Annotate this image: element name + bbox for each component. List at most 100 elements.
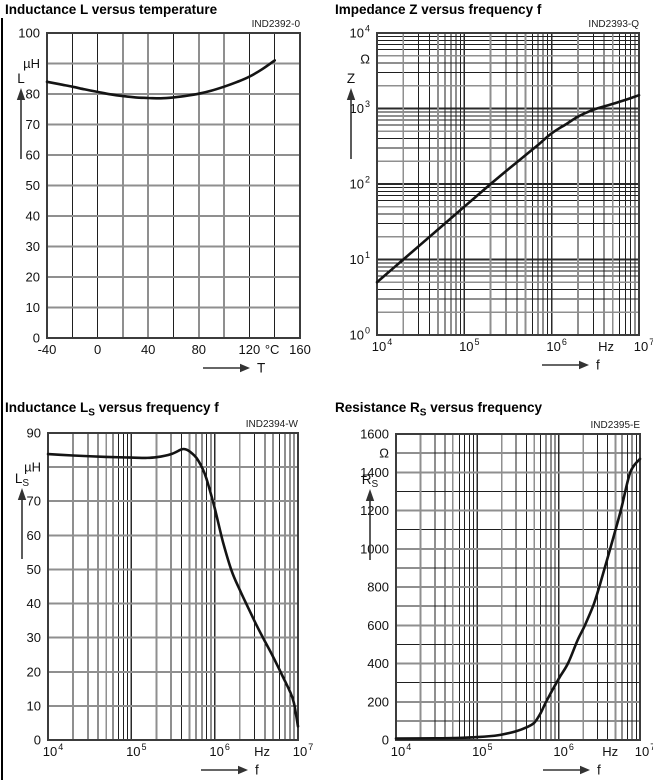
x-axis-arrow-label: f: [596, 358, 600, 373]
svg-text:90: 90: [27, 426, 41, 441]
svg-text:Ω: Ω: [379, 446, 389, 461]
chart-title: Resistance RS versus frequency: [335, 400, 543, 419]
svg-text:LS: LS: [15, 471, 30, 489]
svg-text:103: 103: [350, 99, 370, 116]
svg-text:100: 100: [350, 326, 370, 343]
svg-text:40: 40: [141, 342, 155, 357]
x-axis-arrow-label: T: [257, 361, 265, 376]
svg-text:20: 20: [27, 664, 41, 679]
svg-text:°C: °C: [265, 342, 280, 357]
grid-lines: [45, 31, 302, 340]
svg-text:80: 80: [26, 87, 40, 102]
chart-title: Inductance L versus temperature: [5, 2, 218, 17]
svg-text:105: 105: [472, 742, 492, 759]
svg-text:Hz: Hz: [598, 339, 614, 354]
chart-cell-resistance-rs-vs-frequency: 1600 Ω 1400 1200 1000 800 600 400 200 0 104 105 106 H…: [327, 390, 653, 780]
svg-text:10: 10: [26, 300, 40, 315]
x-axis-tick-labels: 104 105 106 Hz 107: [391, 742, 653, 759]
svg-text:40: 40: [27, 596, 41, 611]
x-axis-arrow: T: [203, 361, 265, 376]
x-axis-arrow: f: [201, 763, 259, 778]
svg-text:-40: -40: [38, 342, 57, 357]
svg-text:0: 0: [382, 733, 389, 748]
x-axis-arrow-label: f: [255, 763, 259, 778]
chart-code: IND2393-Q: [588, 19, 639, 30]
svg-text:30: 30: [26, 239, 40, 254]
svg-text:Ω: Ω: [360, 52, 370, 67]
svg-text:0: 0: [33, 331, 40, 346]
svg-text:1400: 1400: [360, 465, 389, 480]
page-left-border: [1, 18, 3, 780]
svg-text:107: 107: [293, 742, 313, 759]
svg-text:Hz: Hz: [254, 744, 270, 759]
x-axis-tick-labels: -40 0 40 80 120 °C 160: [38, 342, 311, 357]
svg-text:104: 104: [350, 24, 370, 41]
svg-text:Z: Z: [347, 71, 355, 86]
svg-text:70: 70: [27, 494, 41, 509]
x-axis-arrow: f: [542, 358, 600, 373]
svg-text:107: 107: [635, 742, 653, 759]
x-axis-tick-labels: 104 105 106 Hz 107: [372, 337, 653, 354]
grid-lines: [46, 431, 300, 742]
y-axis-tick-labels: 90 µH 70 60 50 40 30 20 10 0: [24, 426, 41, 748]
x-axis-arrow-label: f: [597, 763, 601, 778]
svg-text:µH: µH: [24, 460, 41, 475]
x-axis-arrow: f: [543, 763, 601, 778]
svg-text:50: 50: [26, 178, 40, 193]
svg-text:µH: µH: [23, 56, 40, 71]
chart-code: IND2394-W: [245, 419, 298, 430]
svg-text:106: 106: [553, 742, 573, 759]
x-axis-tick-labels: 104 105 106 Hz 107: [43, 742, 313, 759]
y-axis-symbol: Z: [346, 71, 356, 159]
svg-text:80: 80: [192, 342, 206, 357]
svg-text:100: 100: [18, 26, 40, 41]
svg-text:102: 102: [350, 175, 370, 192]
svg-text:104: 104: [391, 742, 411, 759]
svg-text:60: 60: [26, 148, 40, 163]
svg-text:RS: RS: [362, 472, 379, 490]
svg-text:L: L: [17, 71, 25, 86]
svg-text:600: 600: [367, 618, 389, 633]
curve-line: [46, 447, 300, 728]
svg-text:70: 70: [26, 117, 40, 132]
svg-text:200: 200: [367, 694, 389, 709]
svg-text:400: 400: [367, 656, 389, 671]
svg-text:30: 30: [27, 630, 41, 645]
curve-line: [375, 93, 641, 284]
curve-line: [45, 59, 276, 100]
grid-lines: [375, 31, 641, 337]
svg-text:106: 106: [546, 337, 566, 354]
svg-text:1600: 1600: [360, 427, 389, 442]
svg-text:105: 105: [459, 337, 479, 354]
svg-text:60: 60: [27, 528, 41, 543]
chart-title: Impedance Z versus frequency f: [335, 2, 542, 17]
chart-cell-inductance-vs-temperature: 100 µH 80 70 60 50 40 30 20 10 0 -40 0 40 80 120 °C 160 L T…: [0, 0, 327, 390]
svg-text:1200: 1200: [360, 503, 389, 518]
grid-lines: [394, 432, 642, 742]
y-axis-symbol: L: [16, 71, 25, 159]
y-axis-symbol: RS: [362, 472, 379, 560]
svg-text:10: 10: [27, 698, 41, 713]
svg-text:1000: 1000: [360, 541, 389, 556]
svg-text:104: 104: [372, 337, 392, 354]
svg-text:0: 0: [34, 733, 41, 748]
chart-title: Inductance LS versus frequency f: [5, 400, 219, 419]
svg-text:40: 40: [26, 209, 40, 224]
svg-text:Hz: Hz: [602, 744, 618, 759]
svg-text:104: 104: [43, 742, 63, 759]
curve-line: [394, 457, 642, 740]
chart-code: IND2392-0: [251, 19, 300, 30]
svg-text:800: 800: [367, 580, 389, 595]
chart-cell-inductance-ls-vs-frequency: 90 µH 70 60 50 40 30 20 10 0 104 105 106 Hz 107 LS f Ind…: [0, 390, 327, 780]
svg-text:105: 105: [126, 742, 146, 759]
svg-text:50: 50: [27, 562, 41, 577]
svg-text:106: 106: [209, 742, 229, 759]
svg-text:160: 160: [289, 342, 311, 357]
y-axis-tick-labels: 104 Ω 103 102 101 100: [350, 24, 371, 343]
chart-code: IND2395-E: [590, 420, 640, 431]
